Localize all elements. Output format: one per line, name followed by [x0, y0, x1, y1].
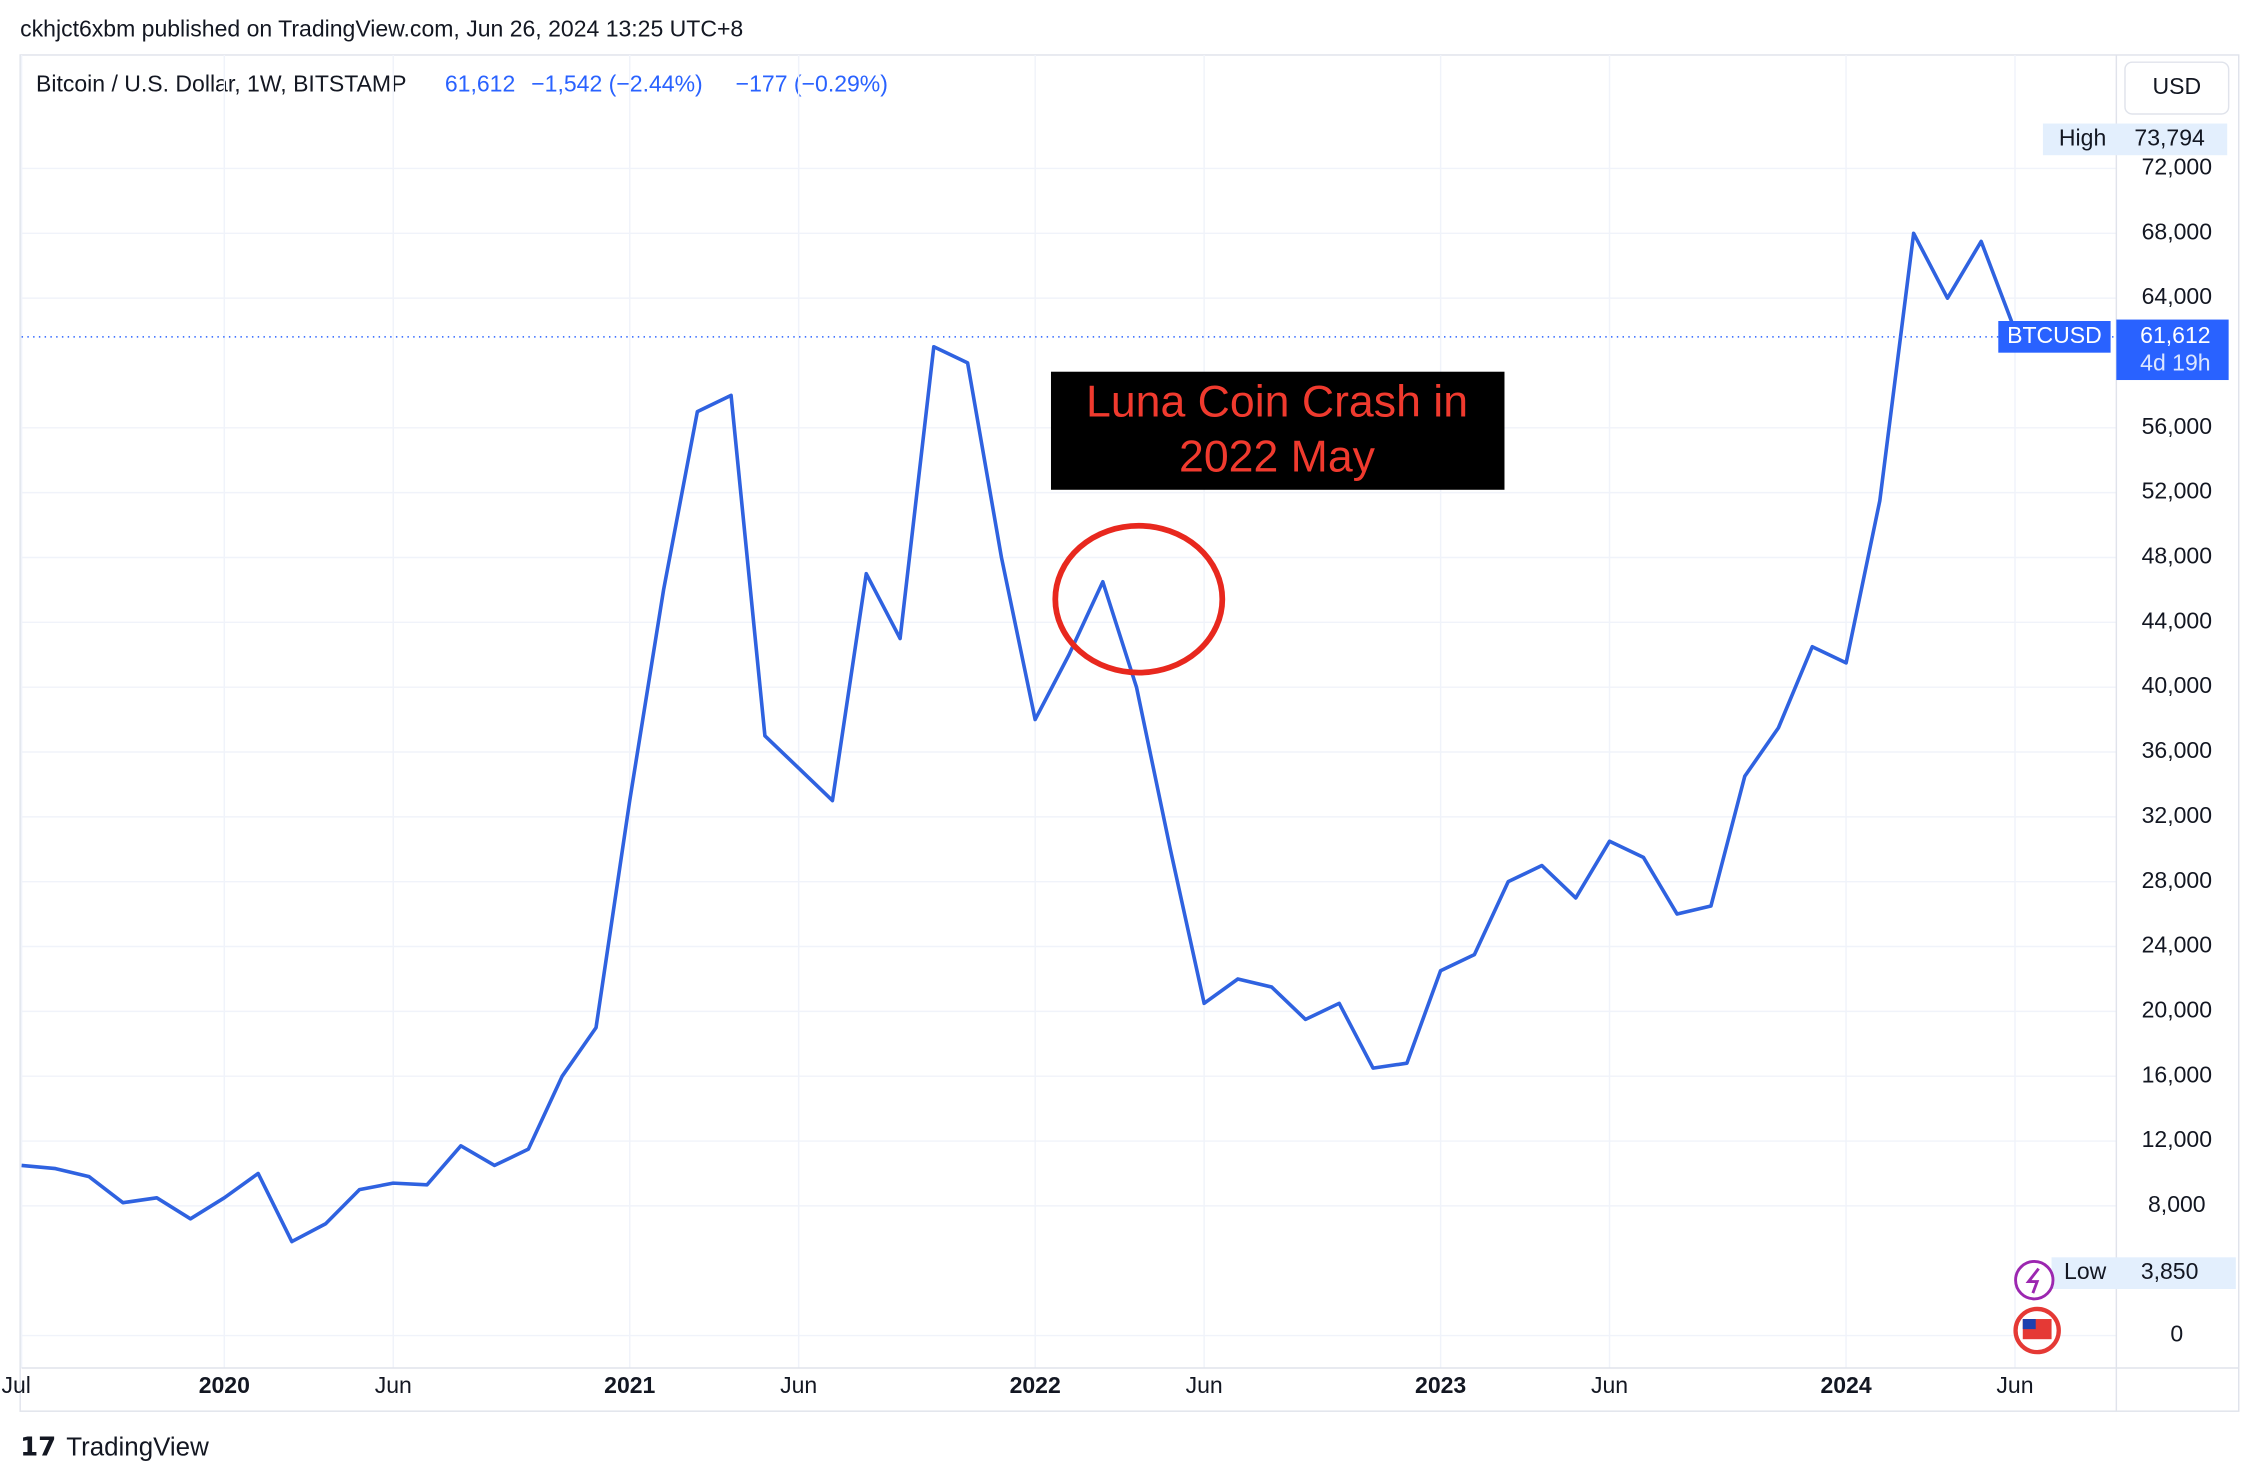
- chart-frame: [19, 54, 2240, 1412]
- y-tick-label: 24,000: [2142, 932, 2212, 958]
- last-price-label: 61,612: [2140, 322, 2210, 348]
- x-tick-label: Jul: [1, 1372, 30, 1398]
- x-tick-label: 2020: [199, 1372, 250, 1398]
- countdown: 4d 19h: [2140, 349, 2210, 375]
- price-line: [21, 231, 2017, 1244]
- y-tick-label: 44,000: [2142, 607, 2212, 633]
- highlight-circle: [1052, 522, 1226, 676]
- low-bg: [2051, 1257, 2236, 1289]
- event-icon-glyph: [2025, 1267, 2040, 1294]
- brand: TradingView: [66, 1433, 209, 1461]
- y-tick-label: 36,000: [2142, 737, 2212, 763]
- y-tick-label: 0: [2170, 1321, 2183, 1347]
- high-bg: [2042, 123, 2228, 156]
- x-tick-label: Jun: [1186, 1372, 1223, 1398]
- y-tick-label: 52,000: [2142, 478, 2212, 504]
- change-ext: −177 (−0.29%): [736, 70, 888, 96]
- high-value: 73,794: [2134, 124, 2205, 150]
- annotation-line: 2022 May: [1179, 432, 1376, 481]
- currency[interactable]: USD: [2153, 73, 2202, 99]
- y-tick-label: 28,000: [2142, 867, 2212, 893]
- annotation-line: Luna Coin Crash in: [1086, 378, 1468, 427]
- y-tick-label: 12,000: [2142, 1126, 2212, 1152]
- x-tick-label: 2022: [1010, 1372, 1061, 1398]
- price: 61,612: [445, 70, 515, 96]
- low-value: 3,850: [2141, 1258, 2199, 1284]
- symbol: Bitcoin / U.S. Dollar, 1W, BITSTAMP: [36, 70, 406, 96]
- y-tick-label: 32,000: [2142, 802, 2212, 828]
- plot: Jul 2020 Jun 2021 Jun 2022 Jun 2023 Jun 2024 Jun 0 8…: [1, 54, 2239, 1412]
- x-tick-label: 2024: [1820, 1372, 1871, 1398]
- y-tick-label: 20,000: [2142, 996, 2212, 1022]
- x-tick-label: Jun: [1591, 1372, 1628, 1398]
- y-tick-label: 68,000: [2142, 218, 2212, 244]
- y-tick-label: 8,000: [2148, 1191, 2206, 1217]
- x-tick-label: Jun: [780, 1372, 817, 1398]
- x-tick-label: 2021: [604, 1372, 655, 1398]
- x-tick-label: Jun: [375, 1372, 412, 1398]
- y-tick-label: 16,000: [2142, 1061, 2212, 1087]
- low-title: Low: [2064, 1258, 2107, 1284]
- flag-glyph: [2022, 1319, 2036, 1330]
- annotation-box: [1050, 371, 1505, 490]
- change: −1,542 (−2.44%): [531, 70, 702, 96]
- logo-mark: 𝟭𝟳: [20, 1433, 56, 1461]
- x-tick-label: Jun: [1996, 1372, 2033, 1398]
- symbol-label-bg: [1998, 321, 2111, 353]
- y-tick-label: 56,000: [2142, 413, 2212, 439]
- x-tick-label: 2023: [1415, 1372, 1466, 1398]
- y-tick-label: 48,000: [2142, 543, 2212, 569]
- y-tick-label: 64,000: [2142, 283, 2212, 309]
- currency-button[interactable]: [2124, 61, 2230, 115]
- publisher: ckhjct6xbm published on TradingView.com,…: [20, 16, 743, 42]
- high-title: High: [2059, 124, 2106, 150]
- y-tick-label: 40,000: [2142, 672, 2212, 698]
- y-tick-label: 72,000: [2142, 154, 2212, 180]
- symbol-label: BTCUSD: [2007, 322, 2102, 348]
- last-price-bg: [2116, 319, 2229, 381]
